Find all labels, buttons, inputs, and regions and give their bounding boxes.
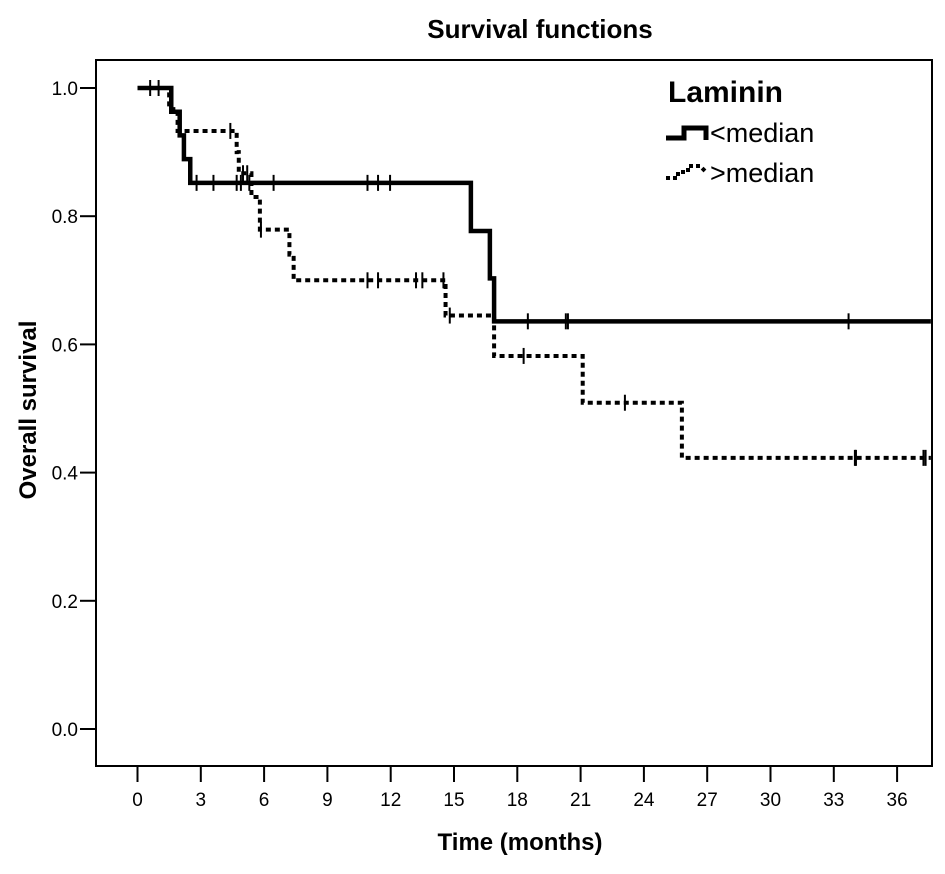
survival-curve-below-median <box>137 85 931 324</box>
legend-label-below-median: <median <box>710 118 814 148</box>
y-tick-label: 0.4 <box>52 464 79 485</box>
x-tick-label: 15 <box>443 790 464 811</box>
x-tick-label: 30 <box>760 790 781 811</box>
legend-label-above-median: >median <box>710 158 814 188</box>
y-tick-label: 0.0 <box>52 720 78 741</box>
x-tick-label: 21 <box>570 790 591 811</box>
legend-symbol-dashed <box>666 164 708 180</box>
y-tick-label: 1.0 <box>52 79 78 100</box>
x-axis-label: Time (months) <box>438 829 603 856</box>
plot-area <box>95 59 933 767</box>
x-tick-label: 12 <box>380 790 401 811</box>
x-tick-label: 33 <box>823 790 844 811</box>
legend-symbol-solid <box>666 125 709 141</box>
y-tick-label: 0.2 <box>52 592 78 613</box>
legend-title: Laminin <box>668 76 783 109</box>
x-tick-label: 18 <box>507 790 528 811</box>
chart-title: Survival functions <box>427 14 652 44</box>
x-tick-label: 9 <box>322 790 333 811</box>
survival-curve-above-median <box>137 86 931 460</box>
x-tick-label: 0 <box>132 790 143 811</box>
y-tick-label: 0.6 <box>52 335 78 356</box>
x-tick-label: 36 <box>887 790 908 811</box>
legend: Laminin <median >median <box>666 76 814 188</box>
x-tick-label: 3 <box>196 790 207 811</box>
x-tick-label: 24 <box>633 790 655 811</box>
x-tick-label: 27 <box>697 790 718 811</box>
x-tick-label: 6 <box>259 790 270 811</box>
y-tick-label: 0.8 <box>52 207 78 228</box>
y-axis-label: Overall survival <box>15 321 42 500</box>
